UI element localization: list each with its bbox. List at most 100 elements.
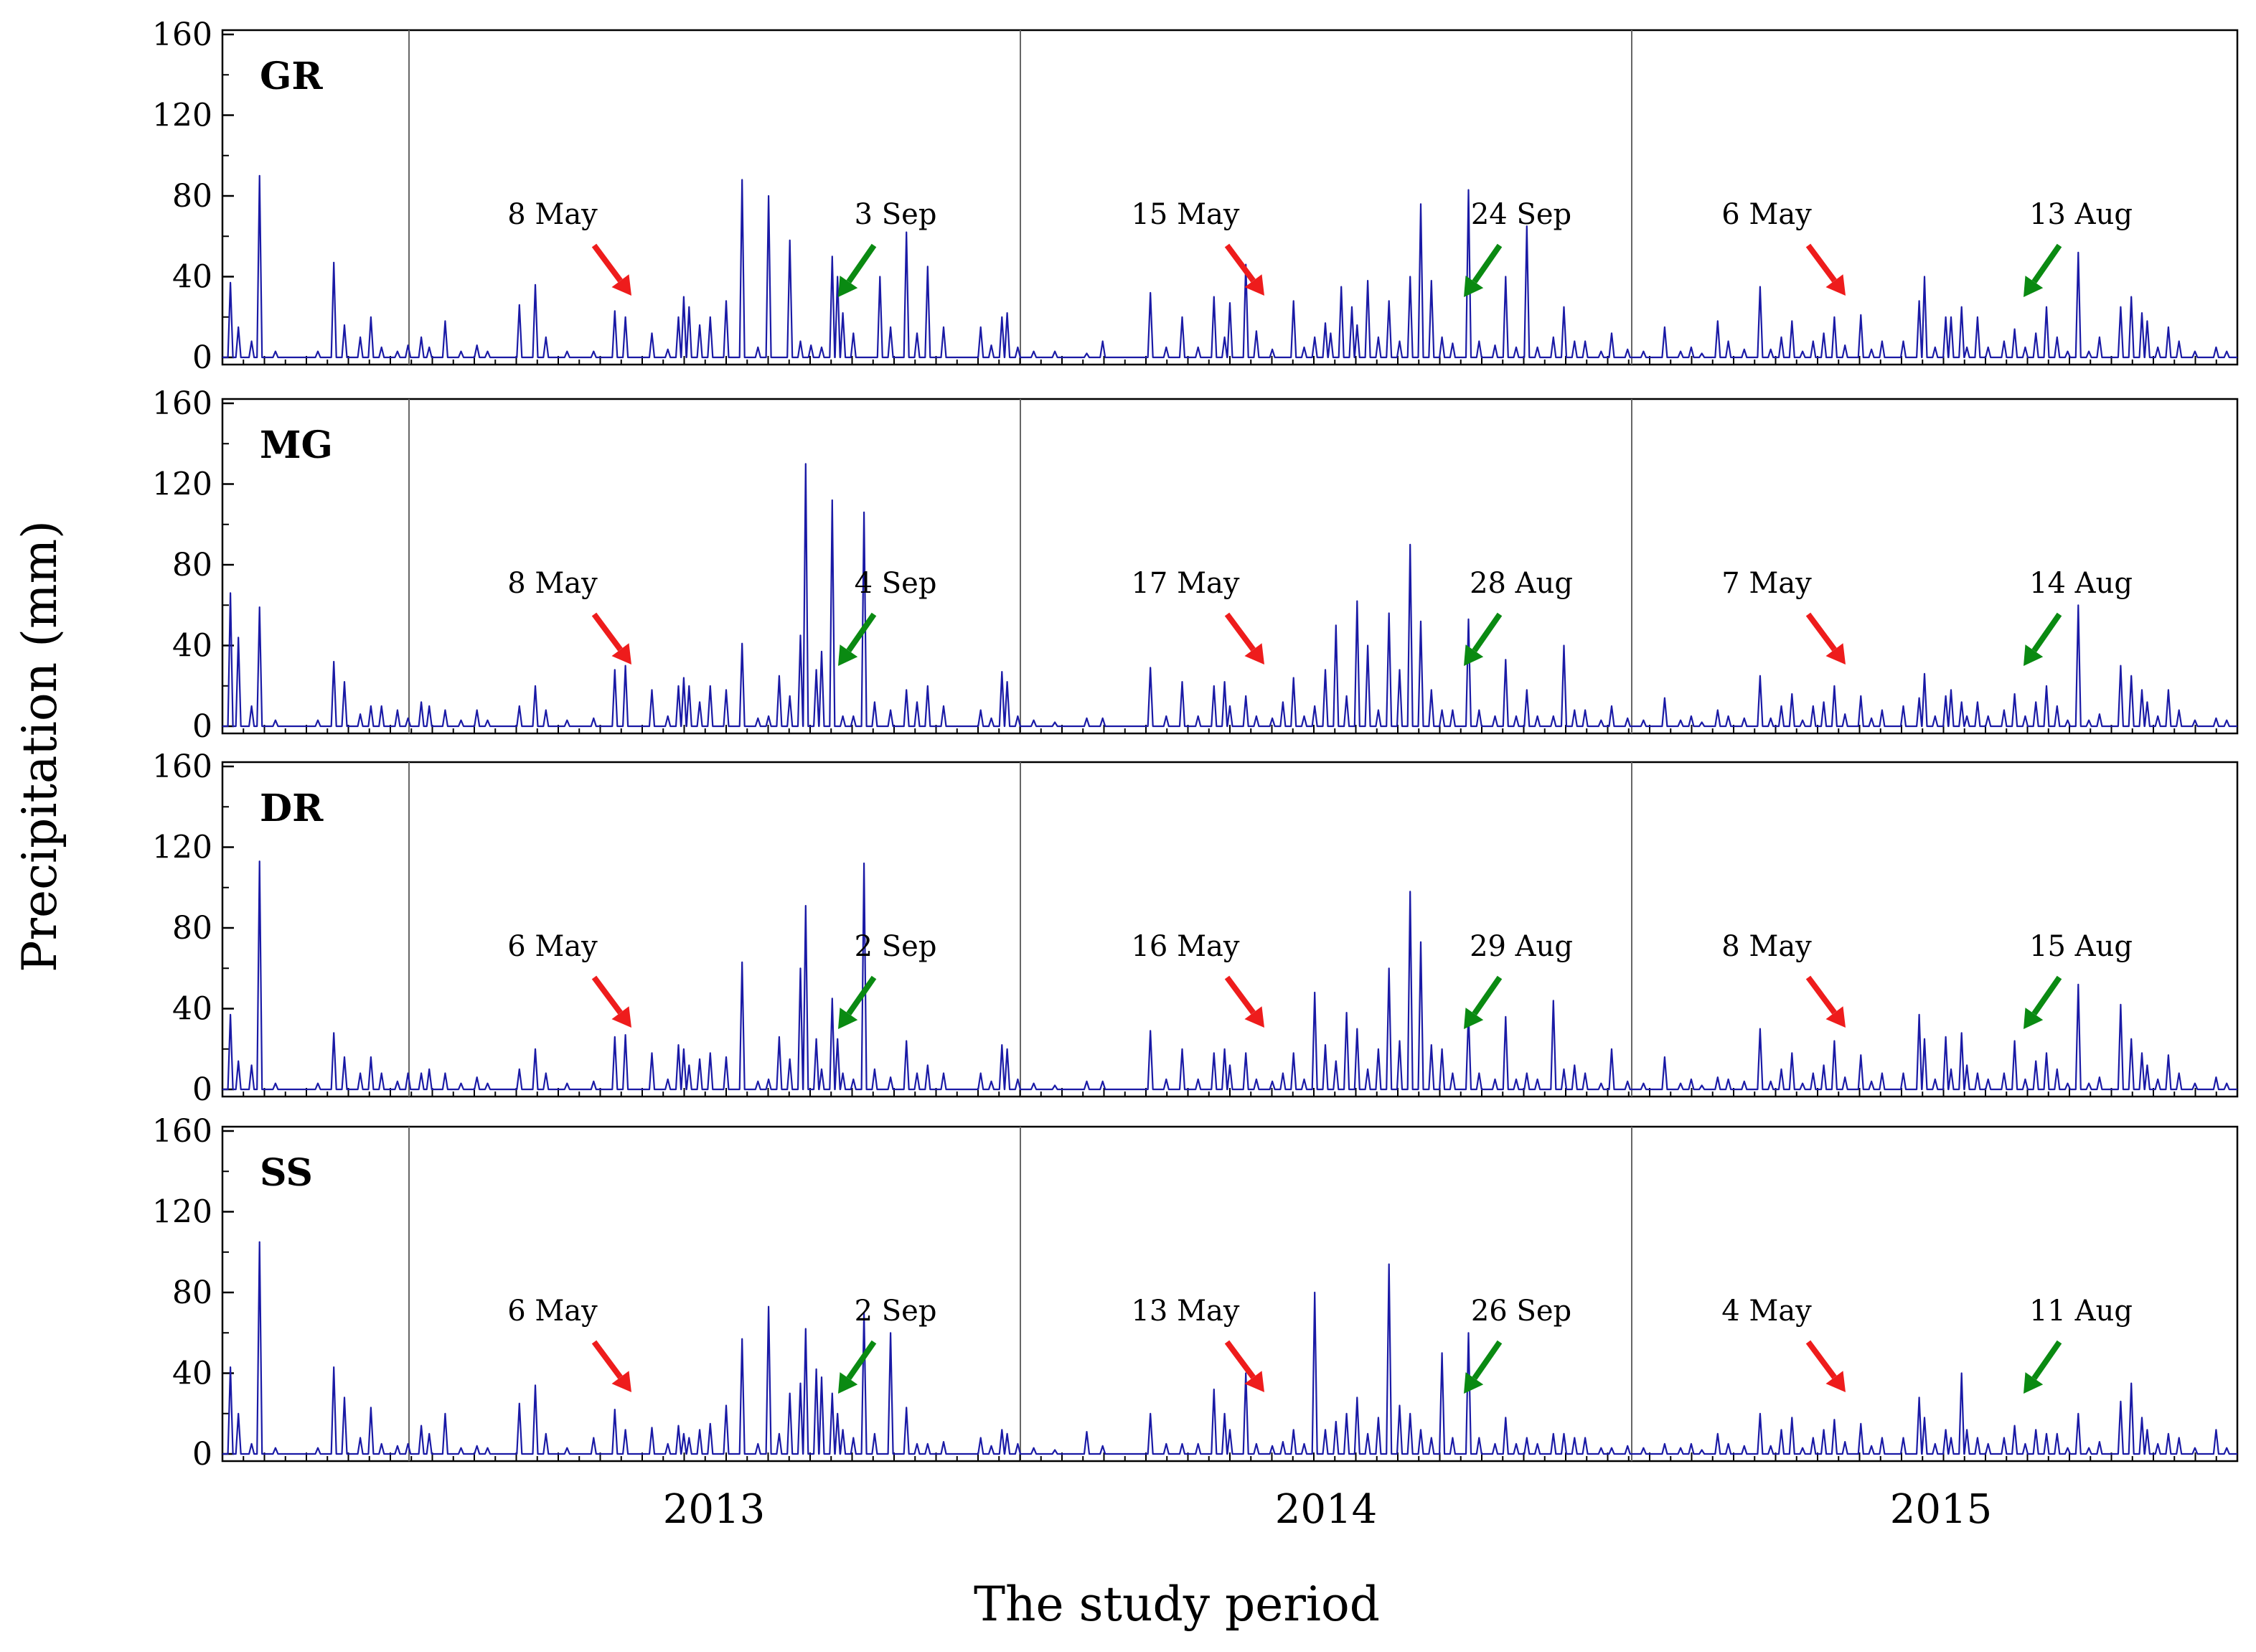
- onset-arrow-head: [611, 643, 631, 665]
- y-tick-label: 0: [192, 1071, 212, 1108]
- onset-arrow-shaft: [591, 975, 623, 1015]
- panel-ss: 160 120 80 40 0 SS 6 May 13 May 4 May 2 Sep 26 Sep…: [152, 1113, 2239, 1473]
- offset-label: 14 Aug: [2029, 567, 2133, 600]
- onset-arrow: [591, 243, 631, 296]
- offset-label: 11 Aug: [2029, 1295, 2133, 1328]
- offset-arrow-head: [838, 1372, 858, 1394]
- y-tick-label: 40: [172, 259, 212, 296]
- onset-arrow-head: [611, 274, 631, 296]
- onset-arrow-shaft: [591, 612, 623, 652]
- offset-arrow-head: [838, 1008, 858, 1029]
- offset-arrow-shaft: [2031, 243, 2062, 283]
- y-tick-label: 0: [192, 339, 212, 376]
- onset-arrow-shaft: [1805, 1340, 1837, 1379]
- onset-arrow-head: [1244, 1006, 1264, 1028]
- y-tick-label: 80: [172, 178, 212, 215]
- offset-label: 24 Sep: [1471, 198, 1571, 231]
- offset-label: 2 Sep: [855, 1295, 937, 1328]
- offset-arrow-head: [2024, 644, 2044, 666]
- panel-name: GR: [260, 55, 323, 98]
- offset-arrow: [838, 975, 877, 1029]
- onset-arrow-head: [1825, 1006, 1846, 1028]
- y-tick-label: 120: [152, 830, 212, 866]
- onset-label: 4 May: [1721, 1295, 1812, 1328]
- onset-arrow-shaft: [1224, 243, 1256, 283]
- offset-arrow-shaft: [1472, 612, 1503, 652]
- offset-label: 29 Aug: [1470, 930, 1573, 963]
- y-tick-label: 0: [192, 1436, 212, 1473]
- offset-arrow-shaft: [2031, 1340, 2062, 1380]
- onset-arrow: [1224, 243, 1264, 296]
- onset-label: 15 May: [1131, 198, 1239, 231]
- onset-arrow-shaft: [591, 1340, 623, 1379]
- onset-label: 8 May: [507, 198, 598, 231]
- panel-mg: 160 120 80 40 0 MG 8 May 17 May 7 May 4 Sep 28 Aug…: [152, 385, 2239, 745]
- onset-label: 17 May: [1131, 567, 1239, 600]
- x-axis-title: The study period: [974, 1577, 1380, 1632]
- offset-arrow: [838, 612, 877, 666]
- offset-arrow: [1464, 975, 1503, 1029]
- offset-label: 3 Sep: [855, 198, 937, 231]
- onset-label: 8 May: [1721, 930, 1812, 963]
- y-tick-label: 120: [152, 1194, 212, 1231]
- offset-arrow-head: [2024, 1008, 2044, 1029]
- offset-arrow-shaft: [1472, 975, 1503, 1015]
- offset-arrow-shaft: [2031, 612, 2062, 652]
- offset-arrow: [2024, 1340, 2062, 1394]
- offset-arrow: [1464, 243, 1503, 297]
- offset-arrow-shaft: [846, 975, 877, 1015]
- offset-arrow-head: [1464, 276, 1484, 297]
- onset-arrow: [1805, 1340, 1846, 1392]
- onset-label: 6 May: [507, 1295, 598, 1328]
- panels-group: 160 120 80 40 0 GR 8 May 15 May 6 May 3 Sep 24 Sep…: [152, 17, 2239, 1473]
- offset-arrow-head: [838, 276, 858, 297]
- onset-arrow-head: [1244, 274, 1264, 296]
- panel-frame: [221, 761, 2239, 1098]
- onset-arrow-head: [611, 1371, 631, 1392]
- panel-gr: 160 120 80 40 0 GR 8 May 15 May 6 May 3 Sep 24 Sep…: [152, 17, 2239, 376]
- year-label-2014: 2014: [1275, 1486, 1378, 1533]
- y-tick-label: 80: [172, 1275, 212, 1311]
- y-tick-label: 80: [172, 910, 212, 947]
- precipitation-series-gr: [222, 174, 2237, 359]
- onset-arrow-shaft: [1224, 612, 1256, 652]
- precipitation-series-ss: [222, 1241, 2237, 1455]
- onset-arrow-head: [1825, 1371, 1846, 1392]
- offset-arrow: [2024, 975, 2062, 1029]
- offset-label: 2 Sep: [855, 930, 937, 963]
- onset-arrow-shaft: [591, 243, 623, 283]
- onset-arrow: [1805, 975, 1846, 1028]
- onset-label: 13 May: [1131, 1295, 1239, 1328]
- onset-arrow-head: [1825, 643, 1846, 665]
- offset-arrow-shaft: [846, 612, 877, 652]
- offset-arrow-head: [2024, 1372, 2044, 1394]
- onset-arrow: [591, 975, 631, 1028]
- y-tick-label: 80: [172, 547, 212, 583]
- offset-arrow-head: [1464, 644, 1484, 666]
- offset-arrow: [1464, 612, 1503, 666]
- offset-arrow-head: [1464, 1008, 1484, 1029]
- offset-label: 26 Sep: [1471, 1295, 1571, 1328]
- offset-label: 13 Aug: [2029, 198, 2133, 231]
- onset-arrow: [591, 612, 631, 665]
- panel-name: SS: [260, 1151, 313, 1195]
- onset-arrow-shaft: [1805, 612, 1837, 652]
- offset-arrow: [2024, 612, 2062, 666]
- panel-name: MG: [260, 423, 333, 467]
- y-tick-label: 40: [172, 1356, 212, 1392]
- onset-arrow-head: [1825, 274, 1846, 296]
- onset-label: 8 May: [507, 567, 598, 600]
- offset-arrow: [838, 243, 877, 297]
- offset-label: 28 Aug: [1470, 567, 1573, 600]
- precipitation-series-dr: [222, 860, 2237, 1091]
- y-tick-label: 120: [152, 466, 212, 503]
- offset-arrow-head: [838, 644, 858, 666]
- onset-label: 7 May: [1721, 567, 1812, 600]
- y-tick-label: 160: [152, 17, 212, 53]
- onset-label: 16 May: [1131, 930, 1239, 963]
- offset-arrow-shaft: [1472, 1340, 1503, 1380]
- offset-arrow-shaft: [846, 243, 877, 283]
- offset-label: 15 Aug: [2029, 930, 2133, 963]
- offset-arrow: [838, 1340, 877, 1394]
